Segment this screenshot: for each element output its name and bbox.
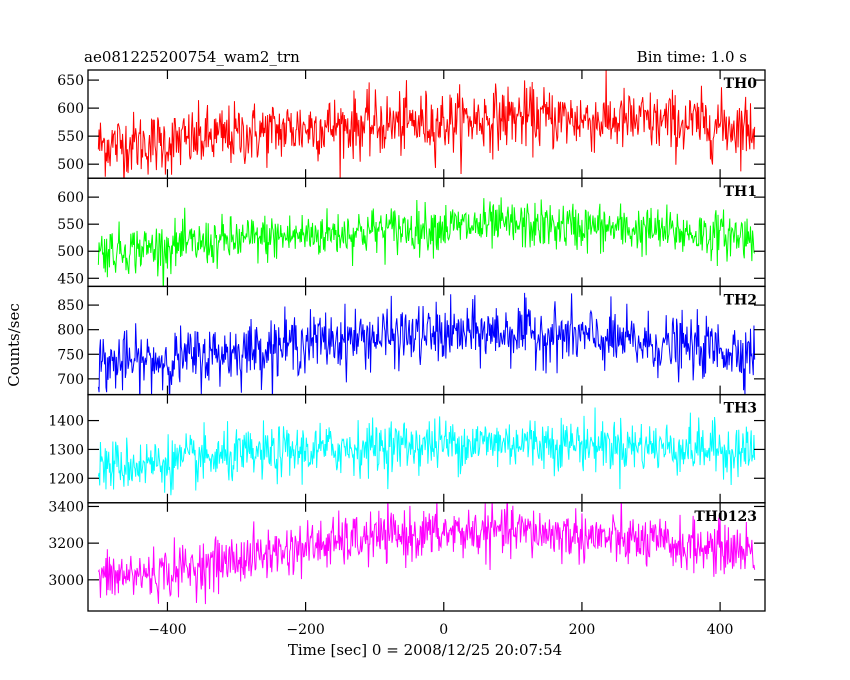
x-tick-label: 0 — [439, 622, 448, 638]
lightcurve-th3 — [97, 407, 756, 496]
y-tick-label: 550 — [57, 129, 84, 145]
panel-label-th3: TH3 — [724, 401, 757, 417]
y-tick-label: 500 — [57, 244, 84, 260]
y-tick-label: 1400 — [48, 414, 84, 430]
chart-title: ae081225200754_wam2_trn — [84, 48, 300, 66]
y-tick-label: 1300 — [48, 442, 84, 458]
y-tick-label: 700 — [57, 372, 84, 388]
lightcurve-th0 — [97, 70, 756, 179]
y-tick-label: 3200 — [48, 536, 84, 552]
x-axis-label: Time [sec] 0 = 2008/12/25 20:07:54 — [288, 641, 562, 659]
x-tick-label: −400 — [148, 622, 186, 638]
y-tick-label: 650 — [57, 73, 84, 89]
panels-group: 500 550 600 650 TH0 450 500 550 600 TH1 700 750 800 8… — [48, 69, 766, 638]
y-tick-label: 550 — [57, 217, 84, 233]
y-tick-label: 750 — [57, 347, 84, 363]
y-tick-label: 3400 — [48, 499, 84, 515]
panel-label-th2: TH2 — [724, 292, 757, 308]
lightcurve-th0123 — [97, 502, 756, 605]
y-tick-label: 450 — [57, 271, 84, 287]
y-tick-label: 1200 — [48, 471, 84, 487]
panel-label-th0: TH0 — [724, 76, 758, 92]
bin-time-label: Bin time: 1.0 s — [637, 48, 747, 66]
panel-frame-th0123 — [87, 502, 766, 612]
panel-label-th0123: TH0123 — [694, 509, 757, 525]
lightcurve-th1 — [97, 197, 756, 287]
y-tick-label: 600 — [57, 190, 84, 206]
x-tick-label: 200 — [569, 622, 596, 638]
x-tick-label: −200 — [286, 622, 324, 638]
x-tick-label: 400 — [707, 622, 734, 638]
y-tick-label: 800 — [57, 323, 84, 339]
y-tick-label: 3000 — [48, 573, 84, 589]
y-tick-label: 500 — [57, 157, 84, 173]
panel-label-th1: TH1 — [724, 184, 757, 200]
lightcurve-th2 — [97, 292, 756, 395]
y-tick-label: 600 — [57, 101, 84, 117]
y-axis-label: Counts/sec — [5, 303, 23, 387]
y-tick-label: 850 — [57, 298, 84, 314]
